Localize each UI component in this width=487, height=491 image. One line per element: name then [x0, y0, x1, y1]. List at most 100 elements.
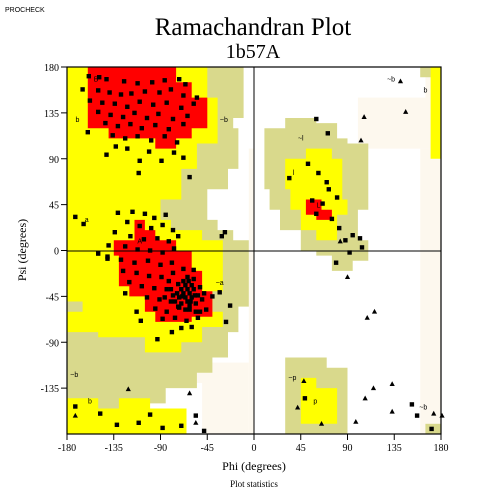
residue-square-point	[152, 215, 157, 221]
residue-square-point	[183, 283, 188, 288]
residue-square-point	[146, 273, 152, 279]
region-label: p	[313, 398, 317, 405]
residue-square-point	[159, 158, 164, 163]
residue-square-point	[166, 127, 171, 132]
residue-square-point	[162, 134, 167, 139]
residue-square-point	[174, 140, 180, 145]
residue-square-point	[142, 211, 148, 216]
residue-square-point	[181, 93, 186, 98]
y-tick-label: -45	[46, 292, 59, 303]
residue-square-point	[96, 88, 101, 93]
residue-square-point	[149, 225, 154, 231]
residue-square-point	[314, 211, 319, 216]
residue-square-point	[181, 291, 186, 296]
residue-square-point	[170, 227, 176, 233]
residue-square-point	[350, 233, 355, 238]
residue-square-point	[325, 131, 330, 136]
residue-square-point	[160, 316, 165, 321]
residue-square-point	[135, 81, 140, 86]
residue-square-point	[193, 413, 198, 418]
glycine-triangle-point	[397, 78, 404, 84]
residue-square-point	[359, 245, 365, 250]
residue-square-point	[73, 214, 78, 220]
residue-points	[72, 74, 445, 434]
residue-square-point	[107, 90, 112, 95]
residue-square-point	[112, 230, 117, 235]
region-label: b	[423, 88, 427, 95]
residue-square-point	[193, 309, 198, 314]
residue-square-point	[316, 170, 321, 176]
residue-square-point	[97, 75, 102, 80]
residue-square-point	[105, 256, 110, 261]
residue-square-point	[409, 402, 415, 407]
glycine-triangle-point	[403, 109, 409, 114]
glycine-triangle-point	[389, 408, 395, 414]
residue-square-point	[128, 121, 133, 127]
core-region-2	[113, 219, 213, 322]
residue-square-point	[150, 80, 155, 85]
residue-square-point	[115, 210, 121, 215]
residue-square-point	[429, 426, 434, 432]
x-tick-label: -135	[105, 443, 123, 454]
glycine-triangle-point	[344, 274, 351, 280]
residue-square-point	[139, 284, 144, 289]
residue-square-point	[168, 87, 174, 92]
y-tick-label: 45	[49, 201, 59, 212]
residue-square-point	[195, 293, 201, 298]
region-label: L	[316, 203, 320, 210]
residue-square-point	[120, 114, 126, 120]
residue-square-point	[139, 126, 144, 131]
residue-square-point	[197, 309, 203, 314]
y-axis-label: Psi (degrees)	[15, 219, 29, 281]
residue-square-point	[183, 82, 188, 87]
glycine-triangle-point	[72, 412, 78, 418]
residue-square-point	[183, 307, 188, 312]
residue-square-point	[125, 104, 130, 109]
residue-square-point	[81, 221, 86, 227]
residue-square-point	[120, 268, 126, 274]
residue-square-point	[219, 234, 224, 239]
x-tick-label: 135	[387, 443, 402, 454]
residue-square-point	[170, 270, 176, 276]
residue-square-point	[320, 201, 325, 206]
residue-square-point	[172, 299, 178, 304]
residue-square-point	[199, 297, 205, 302]
residue-square-point	[287, 175, 292, 181]
plot-statistics-caption: Plot statistics	[230, 479, 278, 489]
residue-square-point	[151, 102, 156, 107]
residue-square-point	[181, 278, 186, 284]
glycine-triangle-point	[295, 404, 301, 410]
plot-area: Bb ~b ~b b ~l l La A ~a ~b b ~p p ~b	[66, 66, 445, 435]
residue-square-point	[179, 423, 184, 428]
residue-square-point	[142, 89, 148, 94]
residue-square-point	[305, 161, 311, 166]
y-tick-label: 90	[49, 155, 59, 166]
y-tick-label: 0	[54, 247, 59, 258]
residue-square-point	[187, 174, 192, 180]
region-label: ~b	[419, 405, 427, 412]
residue-square-point	[187, 291, 192, 296]
residue-square-point	[134, 309, 139, 314]
residue-square-point	[168, 287, 174, 292]
residue-square-point	[104, 152, 109, 157]
y-tick-label: -90	[46, 338, 59, 349]
residue-square-point	[171, 246, 177, 251]
residue-square-point	[222, 230, 228, 235]
core-region-3	[305, 199, 332, 220]
residue-square-point	[171, 150, 177, 155]
residue-square-point	[123, 244, 128, 249]
residue-square-point	[141, 237, 147, 242]
residue-square-point	[166, 239, 171, 244]
residue-square-point	[414, 413, 420, 418]
y-tick-label: 135	[44, 109, 59, 120]
residue-square-point	[334, 195, 340, 200]
residue-square-point	[113, 144, 118, 149]
residue-square-point	[181, 121, 186, 127]
residue-square-point	[188, 299, 193, 304]
residue-square-point	[153, 306, 158, 311]
residue-square-point	[310, 198, 315, 203]
residue-square-point	[132, 110, 137, 116]
residue-square-point	[136, 170, 141, 176]
residue-square-point	[314, 116, 319, 122]
residue-square-point	[110, 133, 115, 138]
